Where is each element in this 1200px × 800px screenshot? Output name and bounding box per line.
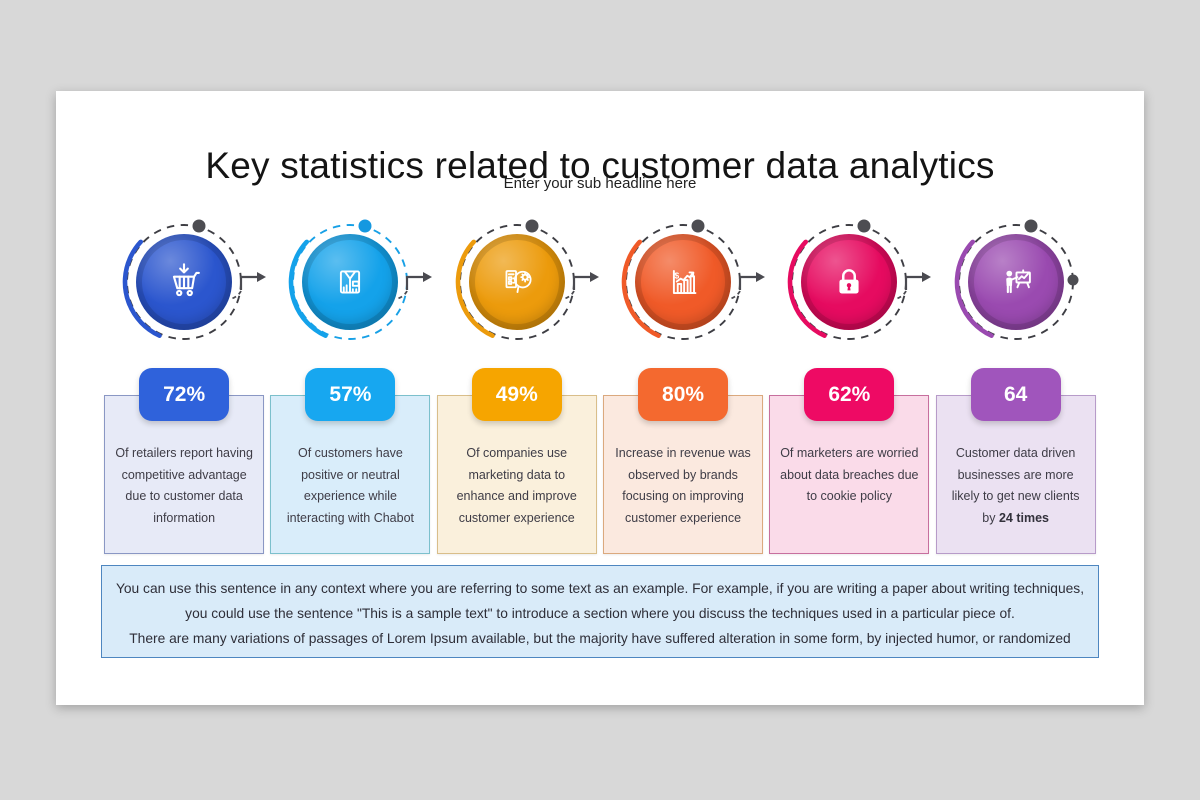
stat-badge: 62% bbox=[804, 368, 895, 421]
slide: Key statistics related to customer data … bbox=[56, 91, 1144, 705]
stat-description: Of retailers report having competitive a… bbox=[105, 396, 263, 529]
lock-icon bbox=[839, 269, 859, 294]
footer-line: you could use the sentence "This is a sa… bbox=[185, 606, 1015, 621]
footer-note: You can use this sentence in any context… bbox=[101, 565, 1099, 658]
stat-icon-circle bbox=[967, 234, 1064, 330]
icon-slot bbox=[826, 259, 872, 305]
stat-description: Customer data driven businesses are more… bbox=[937, 396, 1095, 529]
stat-value: 62% bbox=[828, 382, 871, 406]
page-subtitle: Enter your sub headline here bbox=[503, 175, 697, 192]
ring-top-dot bbox=[691, 219, 705, 233]
stat-description-text: Of companies use marketing data to enhan… bbox=[456, 446, 577, 525]
stat-column: 62% Of marketers are worried about data … bbox=[766, 217, 932, 554]
shirt-icon bbox=[340, 270, 361, 294]
stat-card: Increase in revenue was observed by bran… bbox=[603, 395, 764, 554]
ring-top-dot bbox=[358, 219, 372, 233]
dashed-ring-icon bbox=[954, 219, 1079, 344]
cart-icon bbox=[173, 263, 201, 297]
stat-card: Of retailers report having competitive a… bbox=[104, 395, 265, 554]
stat-description: Of companies use marketing data to enhan… bbox=[438, 396, 596, 529]
stat-column: $ 80% Increase in revenue was observed b… bbox=[600, 217, 766, 554]
page-title: Key statistics related to customer data … bbox=[205, 144, 995, 186]
stat-badge: 72% bbox=[139, 368, 230, 421]
ring-top-dot bbox=[1024, 219, 1038, 233]
stat-icon-circle bbox=[801, 234, 898, 330]
stat-ring bbox=[119, 217, 267, 347]
stat-card: Customer data driven businesses are more… bbox=[935, 395, 1096, 554]
stat-ring: $ bbox=[618, 217, 766, 347]
revenue-chart-icon: $ bbox=[672, 270, 697, 294]
next-arrow-icon bbox=[396, 272, 433, 300]
next-arrow-icon bbox=[229, 272, 267, 300]
stat-card: Of marketers are worried about data brea… bbox=[769, 395, 930, 554]
stat-icon-circle bbox=[136, 234, 233, 330]
stat-badge: 57% bbox=[305, 368, 396, 421]
icon-slot bbox=[494, 259, 540, 305]
stat-ring bbox=[452, 217, 599, 347]
stat-description: Of marketers are worried about data brea… bbox=[770, 396, 928, 508]
stat-description-text: Customer data driven businesses are more… bbox=[951, 446, 1080, 525]
stat-badge: 80% bbox=[638, 368, 729, 421]
ring-top-dot bbox=[857, 219, 871, 233]
stat-card: Of companies use marketing data to enhan… bbox=[436, 395, 597, 554]
stat-icon-circle: $ bbox=[635, 234, 732, 330]
footer-line: You can use this sentence in any context… bbox=[115, 581, 1085, 596]
stat-ring bbox=[285, 217, 433, 347]
stat-column: 72% Of retailers report having competiti… bbox=[101, 217, 267, 554]
mind-icon bbox=[505, 270, 532, 293]
stat-description-bold: 24 times bbox=[998, 510, 1049, 525]
stat-icon-circle bbox=[468, 234, 565, 330]
stat-description-text: Of retailers report having competitive a… bbox=[115, 446, 253, 525]
ring-top-dot bbox=[525, 219, 539, 233]
stat-column: 49% Of companies use marketing data to e… bbox=[434, 217, 600, 554]
stat-column: 64 Customer data driven businesses are m… bbox=[932, 217, 1098, 554]
stat-description-text: Of customers have positive or neutral ex… bbox=[286, 446, 415, 525]
stat-description-text: Of marketers are worried about data brea… bbox=[780, 446, 919, 503]
stat-description-text: Increase in revenue was observed by bran… bbox=[615, 446, 751, 525]
icon-slot bbox=[161, 259, 207, 305]
footer-line: There are many variations of passages of… bbox=[129, 631, 1071, 646]
ring-top-dot bbox=[192, 219, 206, 233]
stat-value: 72% bbox=[163, 382, 206, 406]
stat-card: Of customers have positive or neutral ex… bbox=[270, 395, 431, 554]
stat-value: 57% bbox=[329, 382, 372, 406]
stat-badge: 64 bbox=[970, 368, 1061, 421]
icon-slot bbox=[327, 259, 373, 305]
icon-slot: $ bbox=[660, 259, 706, 305]
stat-description: Increase in revenue was observed by bran… bbox=[604, 396, 762, 529]
stat-description: Of customers have positive or neutral ex… bbox=[271, 396, 429, 529]
stat-badge: 49% bbox=[471, 368, 562, 421]
stat-ring bbox=[784, 217, 932, 347]
stat-value: 64 bbox=[1003, 382, 1028, 406]
stat-icon-circle bbox=[302, 234, 399, 330]
next-arrow-icon bbox=[728, 272, 766, 300]
stat-value: 80% bbox=[662, 382, 705, 406]
ring-right-dot bbox=[1067, 274, 1079, 286]
presenter-icon bbox=[1005, 269, 1031, 294]
stat-column: 57% Of customers have positive or neutra… bbox=[267, 217, 433, 554]
icon-slot bbox=[993, 259, 1039, 305]
stat-ring bbox=[951, 217, 1081, 347]
stats-row: 72% Of retailers report having competiti… bbox=[101, 217, 1099, 554]
next-arrow-icon bbox=[562, 272, 599, 300]
stat-value: 49% bbox=[495, 382, 538, 406]
next-arrow-icon bbox=[895, 272, 932, 300]
svg-text:$: $ bbox=[674, 271, 679, 281]
